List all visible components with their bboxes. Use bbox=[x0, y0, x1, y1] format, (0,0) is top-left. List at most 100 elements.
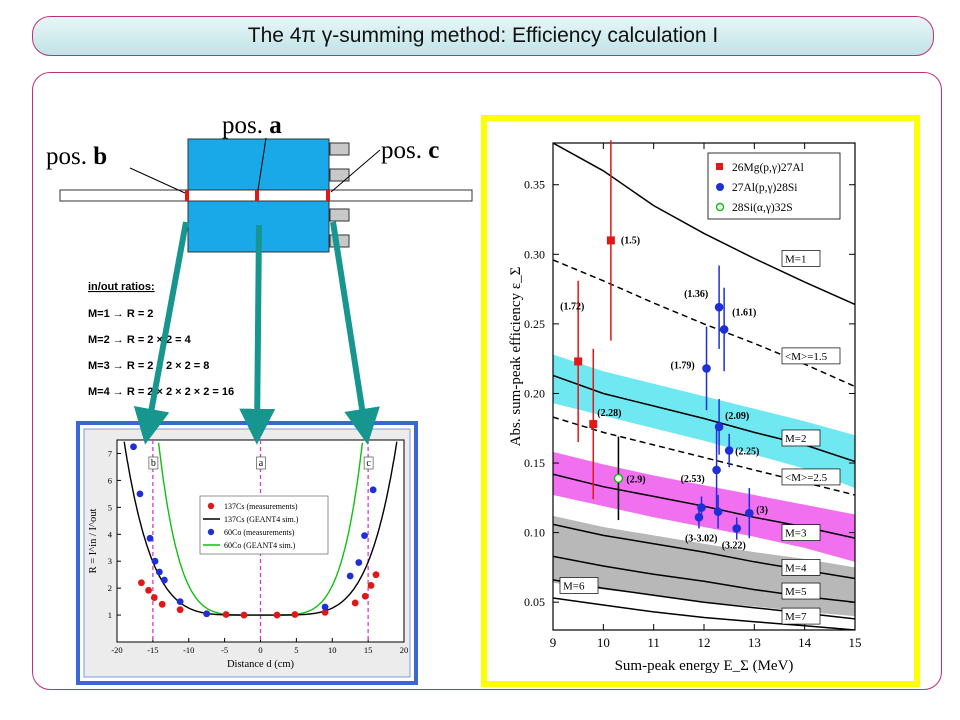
data-point bbox=[136, 490, 144, 498]
x-tick-label: -5 bbox=[221, 645, 228, 655]
data-point-label: (2.53) bbox=[681, 474, 705, 485]
efficiency-vs-energy-plot: 9 10 11 12 13 14 15 0.05 0.10 0.15 0.20 0.25 0.30 0.3… bbox=[508, 140, 862, 674]
pointer-b bbox=[129, 167, 186, 194]
data-point bbox=[321, 608, 329, 616]
data-point-label: (3) bbox=[756, 505, 768, 516]
data-point bbox=[150, 594, 158, 601]
legend-label: 137Cs (measurements) bbox=[224, 502, 298, 511]
pos-b-label: pos. b bbox=[46, 143, 107, 170]
data-point bbox=[372, 571, 380, 579]
curve-label: M=3 bbox=[785, 528, 807, 540]
ratio-line: M=3 → R = 2 × 2 × 2 = 8 bbox=[88, 360, 209, 372]
data-point-label: (3-3.02) bbox=[685, 533, 718, 544]
legend-label: 60Co (measurements) bbox=[224, 528, 295, 537]
pointer-c bbox=[330, 149, 381, 193]
data-point bbox=[712, 465, 721, 475]
data-point bbox=[361, 532, 368, 540]
beam-pipe bbox=[59, 189, 473, 202]
x-axis-label: Distance d (cm) bbox=[227, 659, 295, 670]
legend-label: 27Al(p,γ)28Si bbox=[732, 182, 797, 194]
detector-diagram: pos. a pos. b pos. c bbox=[46, 112, 473, 253]
ratio-line: M=2 → R = 2 × 2 = 4 bbox=[88, 334, 192, 346]
y-tick-label: 0.30 bbox=[524, 247, 545, 261]
curve-label: M=5 bbox=[785, 586, 807, 598]
y-tick-label: 3 bbox=[108, 556, 112, 566]
data-point bbox=[137, 579, 145, 587]
data-point-label: (1.72) bbox=[560, 301, 584, 312]
data-point bbox=[273, 611, 281, 619]
x-tick-label: -15 bbox=[147, 645, 158, 655]
y-tick-label: 0.35 bbox=[524, 178, 545, 192]
x-tick-label: -20 bbox=[111, 645, 122, 655]
data-point bbox=[369, 486, 377, 494]
curve-label-box bbox=[781, 250, 821, 267]
data-point bbox=[176, 598, 184, 605]
data-point-label: (2.25) bbox=[735, 447, 759, 458]
y-tick-label: 0.20 bbox=[524, 386, 545, 400]
data-point bbox=[222, 611, 230, 618]
data-point-label: (2.09) bbox=[725, 411, 749, 422]
data-point bbox=[130, 443, 137, 451]
x-tick-label: 15 bbox=[849, 635, 862, 650]
ratio-vs-distance-plot: -20 -15 -10 -5 0 5 10 15 20 1 2 3 4 5 6 7 Distance d (cm… bbox=[88, 439, 408, 670]
slide-title: The 4π γ-summing method: Efficiency calc… bbox=[32, 16, 934, 56]
arrows bbox=[133, 221, 380, 445]
x-tick-label: 14 bbox=[798, 635, 812, 650]
curve-label: M=6 bbox=[563, 580, 585, 592]
data-point bbox=[203, 610, 211, 618]
data-point bbox=[158, 600, 166, 608]
x-tick-label: -10 bbox=[183, 645, 194, 655]
pointer-a bbox=[257, 137, 267, 191]
legend-marker bbox=[716, 163, 723, 170]
data-point bbox=[355, 559, 363, 566]
legend-marker bbox=[207, 502, 215, 510]
x-tick-label: 12 bbox=[698, 635, 711, 650]
y-axis-label: R = I^in / I^out bbox=[88, 509, 99, 574]
pmt-2 bbox=[329, 168, 350, 182]
position-marker-label: b bbox=[151, 458, 156, 469]
target-marker-a bbox=[255, 190, 259, 201]
pos-c-label: pos. c bbox=[381, 137, 439, 164]
data-point bbox=[145, 586, 152, 594]
y-tick-label: 0.10 bbox=[524, 526, 545, 540]
data-point bbox=[351, 599, 359, 607]
data-point bbox=[346, 572, 354, 580]
curve-label-box bbox=[781, 429, 821, 447]
data-point bbox=[697, 503, 706, 512]
data-point bbox=[724, 446, 734, 455]
legend-label: 28Si(α,γ)32S bbox=[732, 202, 793, 214]
data-point-label: (1.36) bbox=[684, 289, 708, 300]
data-point-label: (1.79) bbox=[671, 360, 695, 371]
x-tick-label: 11 bbox=[647, 635, 660, 650]
curve-label: <M>=2.5 bbox=[785, 472, 828, 484]
legend-label: 26Mg(p,γ)27Al bbox=[732, 162, 804, 174]
y-tick-label: 7 bbox=[108, 448, 112, 458]
data-point bbox=[160, 576, 168, 584]
data-point-label: (2.28) bbox=[597, 408, 621, 419]
y-tick-label: 6 bbox=[108, 475, 112, 485]
curve-label: M=2 bbox=[785, 433, 806, 445]
position-marker-box bbox=[363, 456, 374, 470]
legend-box bbox=[199, 495, 329, 555]
y-tick-label: 0.05 bbox=[524, 595, 545, 609]
arrow-c bbox=[330, 221, 380, 445]
data-point bbox=[146, 534, 154, 542]
x-tick-label: 5 bbox=[294, 645, 298, 655]
curve-label-box bbox=[781, 559, 821, 576]
curve-label-box bbox=[781, 582, 821, 600]
cs-sim-curve bbox=[123, 441, 398, 616]
ratios-heading: in/out ratios: bbox=[88, 281, 155, 293]
data-point bbox=[367, 582, 375, 589]
y-tick-label: 4 bbox=[108, 529, 113, 539]
legend-label: 137Cs (GEANT4 sim.) bbox=[224, 515, 299, 524]
data-point bbox=[151, 557, 159, 565]
data-point-label: (3.22) bbox=[722, 540, 746, 551]
legend-marker bbox=[715, 202, 725, 212]
x-tick-label: 10 bbox=[597, 635, 610, 650]
data-point bbox=[361, 592, 369, 600]
position-marker-label: a bbox=[259, 458, 264, 469]
curve-label-box bbox=[559, 577, 599, 594]
x-tick-label: 13 bbox=[748, 635, 761, 650]
data-point-label: (1.5) bbox=[621, 235, 640, 246]
legend-marker bbox=[716, 183, 724, 191]
